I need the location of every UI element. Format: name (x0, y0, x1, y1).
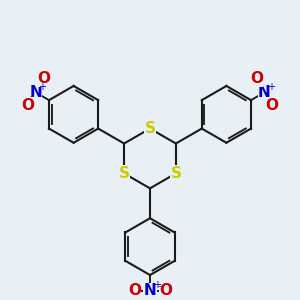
Text: O: O (37, 71, 50, 86)
Text: +: + (153, 280, 160, 290)
Text: N: N (258, 85, 271, 100)
Text: +: + (38, 82, 46, 92)
Text: -: - (157, 281, 161, 291)
Text: S: S (170, 166, 182, 181)
Text: S: S (118, 166, 130, 181)
Text: O: O (159, 283, 172, 298)
Text: +: + (267, 82, 275, 92)
Text: S: S (145, 121, 155, 136)
Text: O: O (21, 98, 34, 113)
Text: -: - (29, 91, 33, 101)
Text: O: O (128, 283, 141, 298)
Text: N: N (144, 283, 156, 298)
Text: -: - (258, 75, 262, 85)
Text: O: O (250, 71, 263, 86)
Text: O: O (266, 98, 279, 113)
Text: N: N (29, 85, 42, 100)
